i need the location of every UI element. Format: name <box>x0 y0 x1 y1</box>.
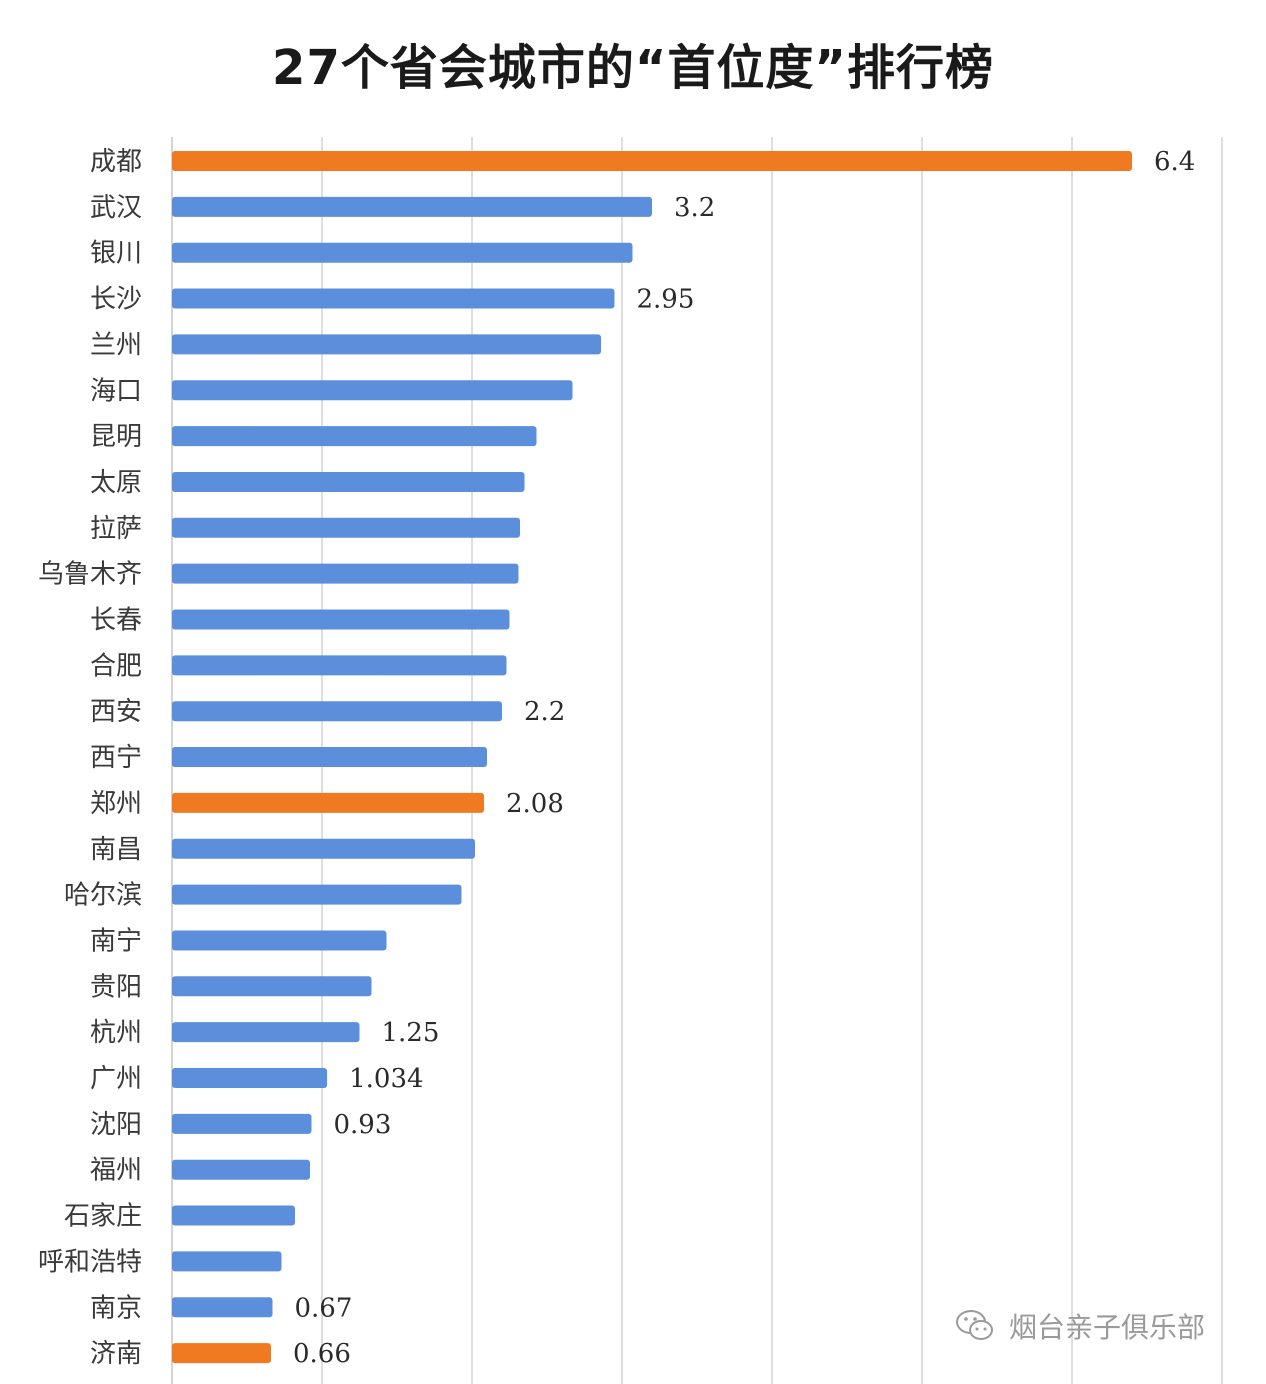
bar <box>172 884 462 905</box>
category-label: 西宁 <box>90 743 142 773</box>
bar <box>172 701 502 722</box>
bar <box>172 242 633 263</box>
watermark: 烟台亲子俱乐部 <box>955 1306 1205 1346</box>
category-label: 呼和浩特 <box>38 1247 142 1277</box>
category-label: 合肥 <box>90 651 142 681</box>
bar <box>172 838 475 859</box>
data-label: 0.93 <box>334 1110 392 1140</box>
category-label: 拉萨 <box>90 514 142 544</box>
chart-title: 27个省会城市的“首位度”排行榜 <box>272 40 994 96</box>
bar <box>172 426 537 447</box>
bar <box>172 380 573 401</box>
category-label: 福州 <box>90 1156 142 1186</box>
bar <box>172 1343 271 1364</box>
data-label: 3.2 <box>674 193 715 223</box>
category-label: 郑州 <box>90 789 142 819</box>
category-label: 长春 <box>90 606 142 636</box>
category-label: 海口 <box>90 376 142 406</box>
bar <box>172 1297 273 1318</box>
data-label: 0.66 <box>293 1339 351 1369</box>
data-label: 2.95 <box>637 285 695 315</box>
category-label: 西安 <box>90 697 142 727</box>
data-label: 1.25 <box>382 1018 440 1048</box>
bar <box>172 609 510 630</box>
category-label: 济南 <box>90 1339 142 1369</box>
bar <box>172 976 372 997</box>
category-label: 乌鲁木齐 <box>38 560 142 590</box>
bar <box>172 792 484 813</box>
data-label: 2.2 <box>524 697 565 727</box>
category-label: 武汉 <box>90 193 142 223</box>
category-label: 太原 <box>90 468 142 498</box>
category-label: 南昌 <box>90 835 142 865</box>
bar <box>172 563 519 584</box>
bar <box>172 1022 360 1043</box>
bar <box>172 930 387 951</box>
bar <box>172 1113 312 1134</box>
category-label: 杭州 <box>90 1018 142 1048</box>
category-label: 石家庄 <box>64 1202 142 1232</box>
category-label: 银川 <box>90 239 142 269</box>
bar <box>172 334 601 355</box>
bar <box>172 1251 282 1272</box>
category-label: 长沙 <box>90 285 142 315</box>
wechat-icon <box>956 1310 993 1340</box>
data-label: 1.034 <box>349 1064 423 1094</box>
data-label: 0.67 <box>295 1293 353 1323</box>
category-label: 沈阳 <box>90 1110 142 1140</box>
data-label: 2.08 <box>506 789 564 819</box>
bar <box>172 517 520 538</box>
category-label: 成都 <box>90 147 142 177</box>
category-label: 兰州 <box>90 330 142 360</box>
category-label: 贵阳 <box>90 972 142 1002</box>
bar <box>172 196 652 217</box>
category-label: 广州 <box>90 1064 142 1094</box>
data-label: 6.4 <box>1154 147 1195 177</box>
bar <box>172 655 507 676</box>
bar <box>172 1068 328 1088</box>
category-label: 南宁 <box>90 926 142 956</box>
bar <box>172 747 487 768</box>
watermark-text: 烟台亲子俱乐部 <box>1009 1311 1206 1344</box>
category-label: 昆明 <box>90 422 142 452</box>
bar <box>172 1159 310 1180</box>
bar <box>172 151 1132 171</box>
bar <box>172 1205 295 1226</box>
category-label: 哈尔滨 <box>64 881 142 911</box>
bar <box>172 288 615 309</box>
category-label: 南京 <box>90 1293 142 1323</box>
bar <box>172 471 525 492</box>
